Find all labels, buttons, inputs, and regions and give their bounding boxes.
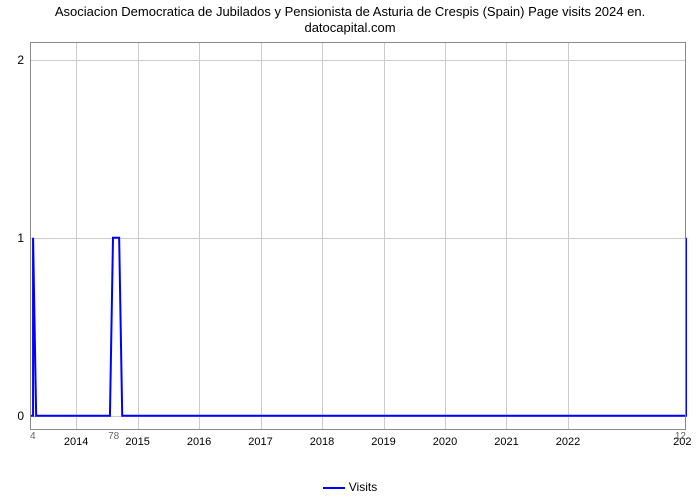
xtick-label: 2018 — [310, 436, 334, 448]
count-annotation: 78 — [108, 431, 119, 442]
xtick-label: 2019 — [371, 436, 395, 448]
visits-line-series — [30, 42, 686, 430]
legend-swatch — [323, 487, 345, 489]
xtick-label: 2015 — [125, 436, 149, 448]
sub-xtick-right: 12 — [675, 431, 686, 442]
chart-title: Asociacion Democratica de Jubilados y Pe… — [0, 4, 700, 36]
sub-xtick-left: 4 — [30, 431, 36, 442]
xtick-label: 2016 — [187, 436, 211, 448]
ytick-label: 1 — [17, 231, 24, 245]
ytick-label: 2 — [17, 53, 24, 67]
xtick-label: 2014 — [64, 436, 88, 448]
chart-title-line2: datocapital.com — [304, 20, 395, 35]
xtick-label: 2017 — [248, 436, 272, 448]
ytick-label: 0 — [17, 409, 24, 423]
legend-label: Visits — [349, 480, 377, 494]
chart-plot-area: 012 201420152016201720182019202020212022… — [30, 42, 686, 430]
visits-polyline — [30, 238, 686, 416]
xtick-label: 2020 — [433, 436, 457, 448]
chart-title-line1: Asociacion Democratica de Jubilados y Pe… — [55, 4, 645, 19]
xtick-label: 2021 — [494, 436, 518, 448]
xtick-label: 2022 — [556, 436, 580, 448]
chart-legend: Visits — [0, 480, 700, 494]
